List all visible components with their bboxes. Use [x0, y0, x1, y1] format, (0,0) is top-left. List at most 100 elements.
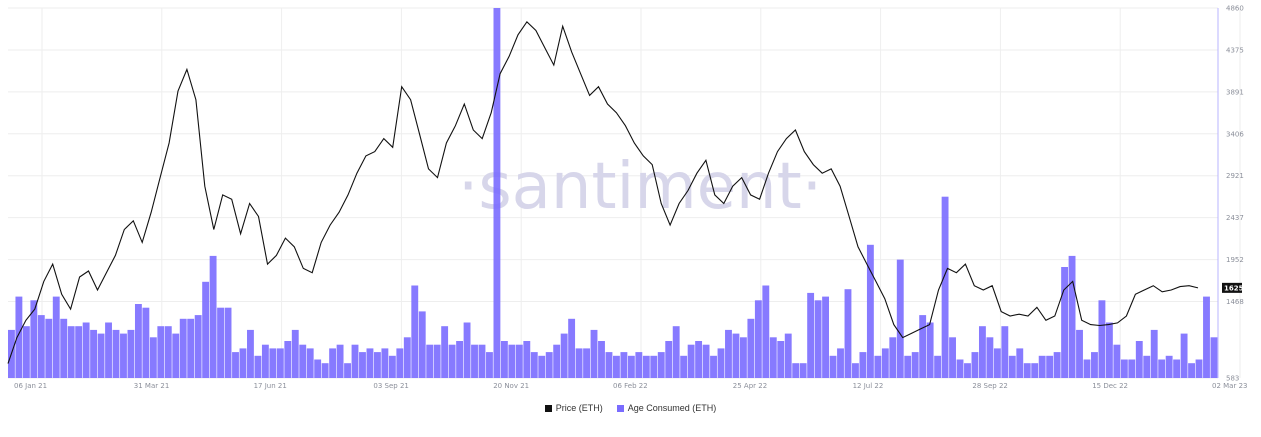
- age-consumed-bar: [45, 318, 53, 378]
- x-tick-label: 03 Sep 21: [373, 382, 408, 390]
- age-consumed-bar: [1038, 355, 1046, 378]
- y-tick-label: 2921: [1226, 172, 1244, 180]
- age-consumed-bar: [187, 318, 195, 378]
- age-consumed-bar: [314, 359, 322, 378]
- x-tick-label: 06 Jan 21: [14, 382, 47, 390]
- age-consumed-bar: [769, 337, 777, 378]
- age-consumed-bar: [1210, 337, 1218, 378]
- age-consumed-bar: [269, 348, 277, 378]
- age-consumed-bar: [747, 318, 755, 378]
- age-consumed-bar: [37, 315, 45, 378]
- age-consumed-bar: [1150, 329, 1158, 378]
- age-consumed-bar: [904, 355, 912, 378]
- age-consumed-bar: [1083, 359, 1091, 378]
- age-consumed-bar: [388, 355, 396, 378]
- age-consumed-bar: [949, 337, 956, 378]
- age-consumed-bar: [1113, 344, 1121, 378]
- watermark-text: ·santiment·: [458, 150, 822, 224]
- age-consumed-bar: [837, 348, 844, 378]
- age-consumed-bar: [1165, 355, 1173, 378]
- age-consumed-bar: [665, 341, 673, 378]
- age-consumed-bar: [687, 344, 695, 378]
- age-consumed-bar: [583, 348, 590, 378]
- age-consumed-bar: [590, 329, 598, 378]
- age-consumed-bar: [261, 344, 269, 378]
- legend-price-label: Price (ETH): [555, 403, 603, 413]
- age-consumed-bar: [232, 352, 239, 378]
- age-consumed-bar: [157, 326, 165, 378]
- age-consumed-bar: [134, 304, 142, 378]
- y-tick-label: 4860: [1226, 5, 1244, 13]
- age-consumed-bar: [1031, 363, 1039, 378]
- age-consumed-bar: [657, 352, 665, 378]
- age-consumed-bar: [217, 307, 225, 378]
- x-tick-label: 20 Nov 21: [493, 382, 529, 390]
- age-consumed-bar: [60, 318, 68, 378]
- age-consumed-bar: [620, 352, 628, 378]
- y-tick-label: 1468: [1226, 298, 1244, 306]
- age-consumed-bar: [1098, 300, 1106, 378]
- age-consumed-bar: [739, 337, 747, 378]
- age-consumed-bar: [254, 355, 262, 378]
- age-consumed-bar: [829, 355, 837, 378]
- age-consumed-bar: [299, 344, 307, 378]
- age-consumed-bar: [172, 333, 180, 378]
- age-consumed-bar: [710, 355, 717, 378]
- age-consumed-bar: [814, 300, 822, 378]
- age-consumed-bar: [67, 326, 75, 378]
- age-consumed-bar: [149, 337, 157, 378]
- age-consumed-bar: [344, 363, 351, 378]
- age-consumed-bar: [366, 348, 374, 378]
- age-consumed-bar: [426, 344, 434, 378]
- legend-item-age-consumed[interactable]: Age Consumed (ETH): [616, 403, 716, 413]
- x-tick-label: 15 Dec 22: [1092, 382, 1128, 390]
- age-consumed-bar: [179, 318, 187, 378]
- age-consumed-bar: [1105, 322, 1113, 378]
- age-consumed-bar: [30, 300, 38, 378]
- y-tick-label: 4375: [1226, 46, 1244, 54]
- age-consumed-bar: [284, 341, 292, 378]
- legend-item-price[interactable]: Price (ETH): [544, 403, 603, 413]
- age-consumed-bar: [1046, 355, 1054, 378]
- age-consumed-bar: [359, 352, 366, 378]
- x-tick-label: 02 Mar 23: [1212, 382, 1247, 390]
- age-consumed-bar: [120, 333, 127, 378]
- age-consumed-bar: [1128, 359, 1136, 378]
- age-consumed-bar: [575, 348, 583, 378]
- age-consumed-bar: [1091, 352, 1098, 378]
- age-consumed-bar: [500, 341, 508, 378]
- age-consumed-bar: [560, 333, 568, 378]
- age-consumed-bar: [1203, 296, 1210, 378]
- age-consumed-bar: [403, 337, 411, 378]
- age-consumed-bar: [754, 300, 762, 378]
- age-consumed-bar: [448, 344, 456, 378]
- age-consumed-bar: [642, 355, 650, 378]
- age-consumed-bar: [247, 329, 254, 378]
- age-consumed-bar: [1008, 355, 1016, 378]
- age-consumed-bar: [926, 322, 934, 378]
- age-consumed-bar: [433, 344, 441, 378]
- age-consumed-bar: [822, 296, 830, 378]
- current-price-badge: [1222, 282, 1242, 293]
- age-consumed-bar: [672, 326, 680, 378]
- age-consumed-bar: [635, 352, 643, 378]
- age-consumed-bar: [605, 352, 613, 378]
- x-tick-label: 06 Feb 22: [613, 382, 648, 390]
- age-consumed-bar: [441, 326, 449, 378]
- age-consumed-bar: [202, 281, 210, 378]
- age-consumed-bar: [545, 352, 553, 378]
- age-consumed-bar: [486, 352, 493, 378]
- age-consumed-bar: [142, 307, 150, 378]
- age-consumed-bar: [598, 341, 605, 378]
- age-consumed-bar: [530, 352, 538, 378]
- age-consumed-bar: [874, 355, 882, 378]
- age-consumed-bar: [112, 329, 120, 378]
- age-consumed-bar: [613, 355, 620, 378]
- age-consumed-bar: [75, 326, 83, 378]
- age-consumed-bar: [725, 329, 732, 378]
- age-consumed-bar: [515, 344, 523, 378]
- age-consumed-bar: [971, 352, 979, 378]
- x-tick-label: 28 Sep 22: [972, 382, 1007, 390]
- age-consumed-bar: [351, 344, 359, 378]
